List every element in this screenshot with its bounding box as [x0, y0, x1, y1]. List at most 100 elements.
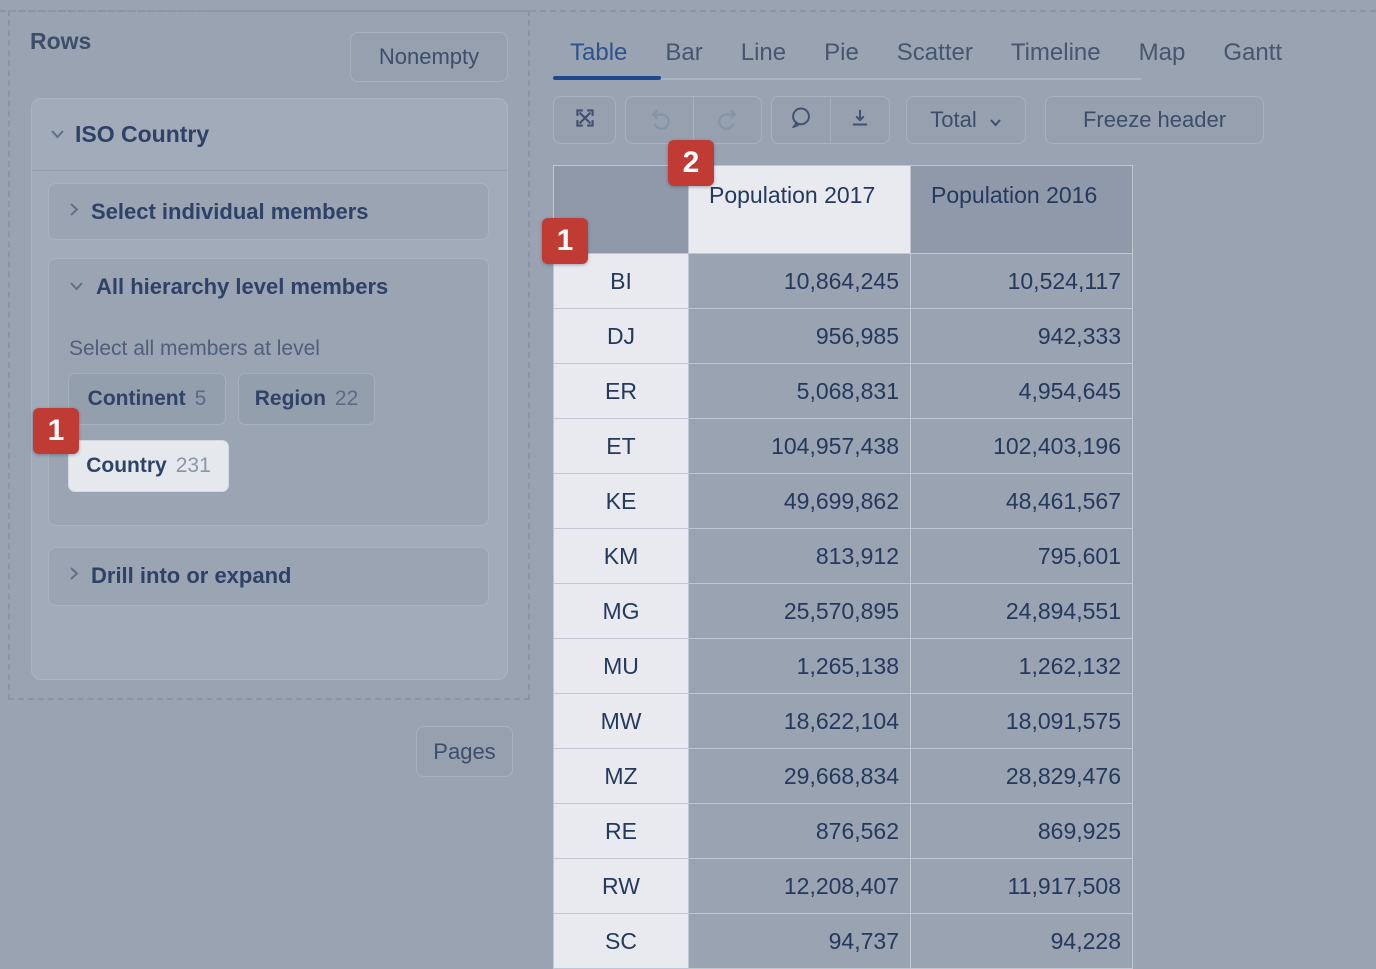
step-badge-1-table: 1	[542, 218, 588, 264]
column-header-population-2017[interactable]: Population 2017	[688, 165, 911, 254]
tab-map[interactable]: Map	[1138, 39, 1186, 66]
chevron-down-icon	[69, 278, 84, 296]
value-cell: 813,912	[688, 528, 911, 584]
tabbar-border	[553, 78, 1141, 80]
row-label-cell: ER	[553, 363, 689, 419]
step-badge-2-header: 2	[668, 140, 714, 186]
value-cell: 12,208,407	[688, 858, 911, 914]
section-all-levels-header[interactable]: All hierarchy level members	[49, 259, 488, 314]
chevron-right-icon	[69, 202, 79, 222]
column-header-population-2016[interactable]: Population 2016	[910, 165, 1133, 254]
value-cell: 102,403,196	[910, 418, 1133, 474]
value-cell: 18,091,575	[910, 693, 1133, 749]
tab-scatter[interactable]: Scatter	[896, 39, 973, 66]
download-button[interactable]	[830, 97, 889, 143]
table-row: ET 104,957,438 102,403,196	[553, 418, 1133, 474]
section-select-individual-members[interactable]: Select individual members	[48, 183, 489, 240]
table-row: KM 813,912 795,601	[553, 528, 1133, 584]
table-row: MW 18,622,104 18,091,575	[553, 693, 1133, 749]
row-label-cell: MG	[553, 583, 689, 639]
row-label-cell: MZ	[553, 748, 689, 804]
download-icon	[847, 105, 873, 136]
value-cell: 11,917,508	[910, 858, 1133, 914]
tab-bar[interactable]: Bar	[665, 39, 703, 66]
value-cell: 4,954,645	[910, 363, 1133, 419]
rows-panel	[8, 10, 530, 700]
value-cell: 10,524,117	[910, 253, 1133, 309]
tab-timeline[interactable]: Timeline	[1010, 39, 1101, 66]
pages-button[interactable]: Pages	[416, 726, 513, 777]
tab-table[interactable]: Table	[570, 39, 628, 66]
value-cell: 24,894,551	[910, 583, 1133, 639]
table-row: MG 25,570,895 24,894,551	[553, 583, 1133, 639]
section-label: All hierarchy level members	[96, 273, 389, 299]
undo-button[interactable]	[626, 97, 693, 143]
value-cell: 5,068,831	[688, 363, 911, 419]
value-cell: 94,228	[910, 913, 1133, 969]
table-row: SC 94,737 94,228	[553, 913, 1133, 969]
expand-icon	[572, 105, 598, 136]
value-cell: 104,957,438	[688, 418, 911, 474]
value-cell: 18,622,104	[688, 693, 911, 749]
value-cell: 28,829,476	[910, 748, 1133, 804]
tab-pie[interactable]: Pie	[824, 39, 859, 66]
nonempty-button[interactable]: Nonempty	[350, 32, 508, 82]
value-cell: 795,601	[910, 528, 1133, 584]
row-label-cell: MW	[553, 693, 689, 749]
freeze-header-button[interactable]: Freeze header	[1045, 96, 1264, 144]
header-row: Population 2017 Population 2016	[553, 165, 1133, 254]
table-row: KE 49,699,862 48,461,567	[553, 473, 1133, 529]
comment-icon	[788, 105, 814, 136]
value-cell: 876,562	[688, 803, 911, 859]
value-cell: 10,864,245	[688, 253, 911, 309]
section-drill-into-or-expand[interactable]: Drill into or expand	[48, 547, 489, 606]
value-cell: 94,737	[688, 913, 911, 969]
row-label-cell: ET	[553, 418, 689, 474]
tab-gantt[interactable]: Gantt	[1223, 39, 1283, 66]
hierarchy-card: ISO Country Select individual members Al…	[31, 98, 513, 777]
redo-button[interactable]	[693, 97, 761, 143]
table-row: MU 1,265,138 1,262,132	[553, 638, 1133, 694]
value-cell: 1,262,132	[910, 638, 1133, 694]
hierarchy-header[interactable]: ISO Country	[32, 99, 507, 171]
chevron-right-icon	[69, 566, 79, 586]
chart-type-tabs: Table Bar Line Pie Scatter Timeline Map …	[570, 31, 1282, 75]
level-name: Country	[86, 454, 167, 477]
dashboard-top-dashed-line	[0, 10, 1376, 12]
level-picker-label: Select all members at level	[69, 337, 320, 360]
redo-icon	[715, 105, 741, 136]
section-label: Drill into or expand	[91, 562, 292, 588]
level-count: 5	[194, 387, 207, 410]
tab-line[interactable]: Line	[740, 39, 787, 66]
active-tab-underline	[553, 76, 661, 80]
row-label-cell: RE	[553, 803, 689, 859]
pivot-table: Population 2017 Population 2016 BI 10,864…	[553, 165, 1133, 969]
undo-icon	[647, 105, 673, 136]
level-button-region[interactable]: Region 22	[238, 373, 375, 425]
row-label-cell: KM	[553, 528, 689, 584]
level-count: 22	[334, 387, 359, 410]
value-cell: 48,461,567	[910, 473, 1133, 529]
table-row: DJ 956,985 942,333	[553, 308, 1133, 364]
row-label-cell: KE	[553, 473, 689, 529]
expand-button[interactable]	[553, 96, 616, 144]
value-cell: 1,265,138	[688, 638, 911, 694]
comment-button[interactable]	[772, 97, 830, 143]
value-cell: 942,333	[910, 308, 1133, 364]
corner-header-cell[interactable]	[553, 165, 689, 254]
value-cell: 49,699,862	[688, 473, 911, 529]
section-label: Select individual members	[91, 198, 369, 224]
level-name: Region	[254, 387, 326, 410]
total-dropdown[interactable]: Total	[906, 96, 1026, 144]
comment-download-group	[771, 96, 890, 144]
row-label-cell: RW	[553, 858, 689, 914]
level-button-continent[interactable]: Continent 5	[68, 373, 226, 425]
table-row: RW 12,208,407 11,917,508	[553, 858, 1133, 914]
table-row: ER 5,068,831 4,954,645	[553, 363, 1133, 419]
value-cell: 29,668,834	[688, 748, 911, 804]
chevron-down-icon	[989, 107, 1002, 133]
level-button-country[interactable]: Country 231	[68, 440, 229, 492]
value-cell: 869,925	[910, 803, 1133, 859]
rows-panel-title: Rows	[30, 28, 92, 54]
chevron-down-icon	[50, 126, 65, 144]
